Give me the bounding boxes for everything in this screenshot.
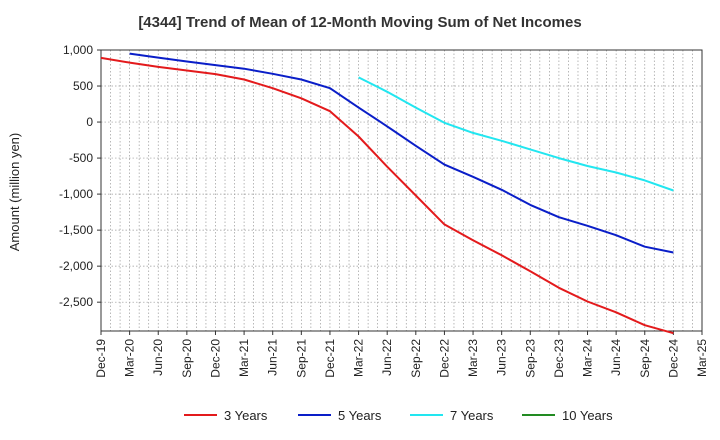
x-tick-label: Jun-20 bbox=[151, 339, 165, 376]
series-line-5-years bbox=[129, 52, 674, 254]
x-tick-label: Mar-23 bbox=[466, 339, 480, 377]
y-tick-label: 1,000 bbox=[63, 43, 93, 57]
y-tick-label: -1,500 bbox=[59, 223, 93, 237]
x-tick-label: Jun-22 bbox=[380, 339, 394, 376]
legend-label: 10 Years bbox=[562, 408, 613, 423]
y-tick-label: -2,000 bbox=[59, 259, 93, 273]
x-tick-label: Dec-19 bbox=[94, 339, 108, 378]
y-axis-title: Amount (million yen) bbox=[7, 133, 22, 252]
legend-label: 5 Years bbox=[338, 408, 382, 423]
series-lines bbox=[100, 52, 674, 335]
x-tick-label: Sep-21 bbox=[294, 339, 308, 378]
x-tick-label: Dec-24 bbox=[666, 339, 680, 378]
x-tick-label: Mar-20 bbox=[123, 339, 137, 377]
grid-lines bbox=[100, 49, 703, 331]
x-tick-label: Dec-22 bbox=[437, 339, 451, 378]
y-tick-label: 0 bbox=[86, 115, 93, 129]
x-tick-label: Mar-25 bbox=[695, 339, 709, 377]
x-tick-label: Dec-21 bbox=[323, 339, 337, 378]
legend-label: 7 Years bbox=[450, 408, 494, 423]
x-tick-label: Sep-20 bbox=[180, 339, 194, 378]
y-tick-label: -1,000 bbox=[59, 187, 93, 201]
legend: 3 Years 5 Years 7 Years 10 Years bbox=[184, 408, 613, 423]
chart-title: [4344] Trend of Mean of 12-Month Moving … bbox=[138, 14, 582, 31]
x-tick-label: Mar-22 bbox=[352, 339, 366, 377]
x-tick-label: Sep-23 bbox=[523, 339, 537, 378]
x-tick-label: Dec-20 bbox=[208, 339, 222, 378]
x-tick-label: Jun-24 bbox=[609, 339, 623, 376]
y-tick-label: -2,500 bbox=[59, 295, 93, 309]
x-tick-label: Sep-24 bbox=[638, 339, 652, 378]
x-tick-label: Jun-23 bbox=[495, 339, 509, 376]
y-tick-label: -500 bbox=[69, 151, 93, 165]
y-tick-label: 500 bbox=[73, 79, 93, 93]
x-tick-label: Mar-24 bbox=[581, 339, 595, 377]
x-tick-label: Jun-21 bbox=[266, 339, 280, 376]
plot-frame bbox=[100, 49, 703, 332]
series-line-3-years bbox=[100, 56, 674, 335]
x-tick-label: Dec-23 bbox=[552, 339, 566, 378]
axes: 1,000 500 0 -500 -1,000 -1,500 -2,000 -2,500 Dec… bbox=[59, 43, 709, 378]
legend-label: 3 Years bbox=[224, 408, 268, 423]
series-line-7-years bbox=[358, 76, 674, 192]
x-tick-label: Sep-22 bbox=[409, 339, 423, 378]
x-tick-label: Mar-21 bbox=[237, 339, 251, 377]
